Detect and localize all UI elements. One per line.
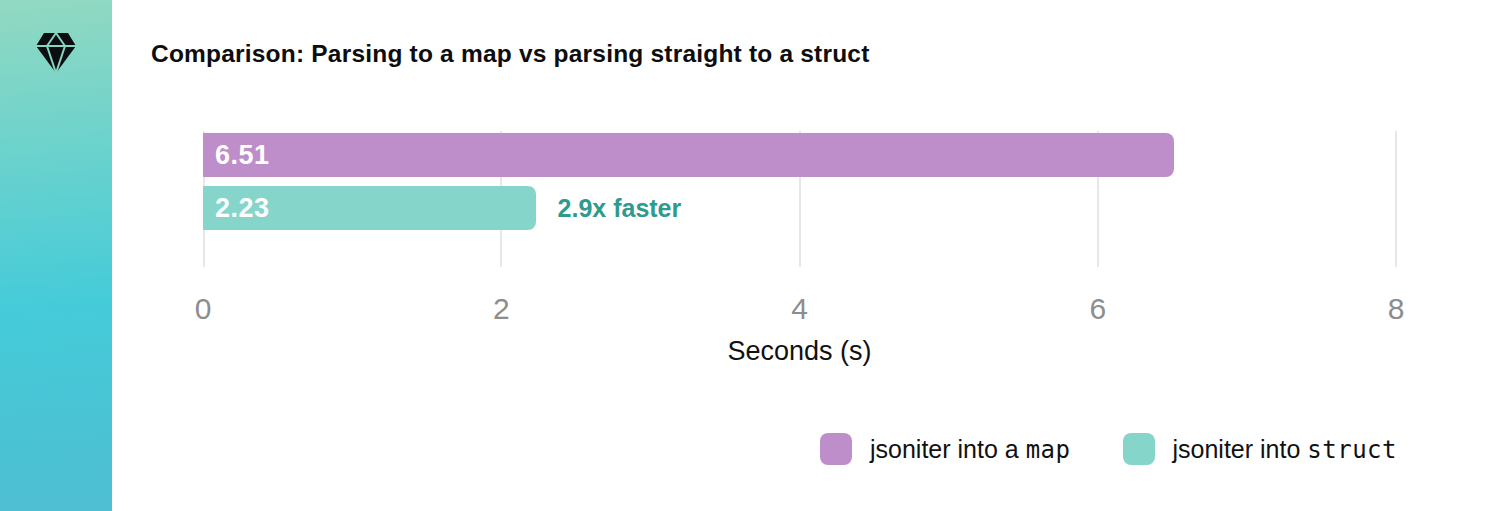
bar-value-label: 6.51	[203, 133, 1174, 177]
bar-jsoniter-struct: 2.23	[203, 186, 536, 230]
tick-label: 2	[493, 292, 510, 326]
tick-label: 8	[1388, 292, 1405, 326]
legend-swatch-map	[820, 433, 852, 465]
x-axis-title: Seconds (s)	[203, 336, 1396, 367]
tick-label: 6	[1089, 292, 1106, 326]
legend-label: jsoniter into a map	[870, 435, 1071, 464]
bar-jsoniter-map: 6.51	[203, 133, 1174, 177]
page: Comparison: Parsing to a map vs parsing …	[0, 0, 1488, 511]
sidebar	[0, 0, 112, 511]
bar-value-label: 2.23	[203, 186, 536, 230]
x-axis-ticks: 0 2 4 6 8	[203, 292, 1396, 326]
legend-swatch-struct	[1123, 433, 1155, 465]
tick-label: 4	[791, 292, 808, 326]
legend-item-struct: jsoniter into struct	[1123, 433, 1398, 465]
gridline	[1395, 131, 1397, 267]
tick-label: 0	[195, 292, 212, 326]
plot-area: 6.51 2.23 2.9x faster	[203, 131, 1396, 267]
legend-item-map: jsoniter into a map	[820, 433, 1071, 465]
legend: jsoniter into a map jsoniter into struct	[820, 433, 1397, 465]
legend-label: jsoniter into struct	[1173, 435, 1398, 464]
gem-icon	[33, 30, 79, 76]
speedup-annotation: 2.9x faster	[558, 186, 682, 230]
chart-title: Comparison: Parsing to a map vs parsing …	[151, 40, 870, 68]
